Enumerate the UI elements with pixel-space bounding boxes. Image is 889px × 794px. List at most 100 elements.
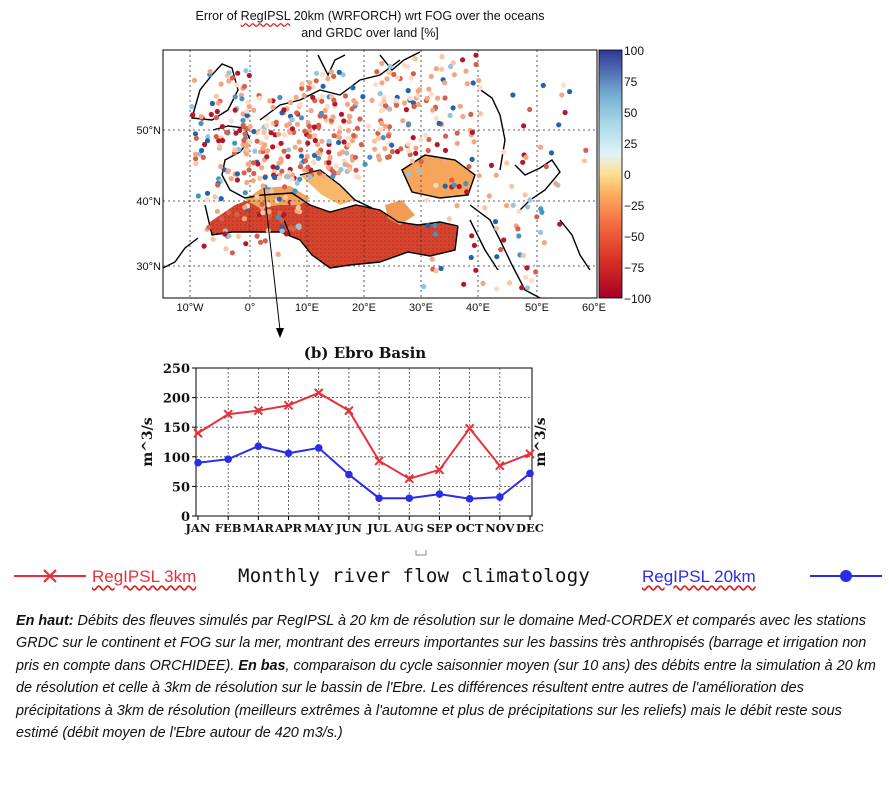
station-dot [295,204,301,211]
station-dot [286,121,292,127]
station-dot [562,109,568,116]
station-dot [409,158,415,164]
station-dot [433,268,439,274]
x-tick-label: SEP [427,521,453,535]
station-dot [225,169,231,175]
station-dot [468,111,474,117]
station-dot [226,209,232,216]
lon-tick: 40°E [466,302,490,314]
station-dot [271,174,278,180]
station-dot [259,201,265,207]
station-dot [214,108,220,115]
station-dot [411,103,417,110]
station-dot [310,94,316,100]
x-tick-label: FEB [215,521,242,535]
station-dot [418,137,424,143]
station-dot [516,208,522,214]
station-dot [252,148,258,154]
station-dot [204,190,211,196]
station-dot [406,148,412,154]
station-dot [250,178,256,184]
station-dot [241,137,247,144]
series-line [197,445,531,500]
station-dot [504,160,510,166]
station-dot [353,174,360,180]
station-dot [215,100,221,106]
station-dot [200,154,206,160]
station-dot [210,236,216,242]
station-dot [418,158,424,165]
station-dot [314,141,321,148]
ebro-chart: (b) Ebro Basin 0 50 100 150 200 250 JAN FEB MAR… [140,344,549,556]
station-dot [351,133,357,139]
station-dot [298,153,305,159]
y-axis: 0 50 100 150 200 250 [163,362,196,525]
station-dot [259,165,265,171]
station-dot [243,241,249,247]
colorbar-tick: −75 [624,261,645,275]
station-dot [289,126,296,132]
station-dot [254,138,260,144]
station-dot [306,85,312,91]
station-dot [473,52,479,58]
data-point-circle [526,469,534,478]
colorbar [598,49,623,299]
station-dot [265,202,271,208]
station-dot [243,68,249,74]
station-dot [346,119,352,125]
station-dot [246,167,252,173]
station-dot [281,107,287,113]
legend-label-3km: RegIPSL 3km [92,567,197,586]
station-dot [322,107,328,114]
station-dot [386,69,392,76]
station-dot [286,170,292,176]
station-dot [330,114,336,120]
station-dot [270,164,276,170]
lat-tick: 50°N [136,125,161,137]
station-dot [189,104,195,110]
station-dot [268,188,274,194]
station-dot [523,154,529,160]
station-dot [257,175,263,181]
station-dot [216,138,222,144]
station-dot [306,133,312,139]
station-dot [460,57,466,63]
station-dot [398,146,404,152]
station-dot [209,100,215,107]
station-dot [410,135,416,141]
station-dot [232,107,238,113]
station-dot [341,118,347,124]
station-dot [336,129,343,135]
lon-axis: 10°W 0° 10°E 20°E 30°E 40°E 50°E 60°E [176,302,606,314]
station-dot [567,89,573,95]
station-dot [326,160,332,166]
station-dot [292,188,298,194]
station-dot [241,170,247,176]
station-dot [240,122,246,129]
station-dot [433,66,439,72]
lon-tick: 50°E [525,302,549,314]
station-dot [245,99,251,105]
station-dot [443,133,449,139]
station-dot [384,76,390,82]
data-point-circle [465,495,474,503]
station-dot [240,117,246,123]
station-dot [251,128,257,135]
station-dot [415,93,421,99]
data-point-x [464,423,475,434]
data-point-circle [405,494,414,503]
station-dot [540,82,546,88]
chart-title: (b) Ebro Basin [304,344,426,362]
station-dot [223,246,229,252]
station-dot [250,160,256,166]
station-dot [457,103,463,109]
x-tick-label: JUN [335,521,362,535]
station-dot [234,211,240,218]
station-dot [311,133,317,139]
legend-graphics [14,569,882,583]
station-dot [447,112,453,119]
station-dot [376,135,382,141]
lat-axis: 50°N 40°N 30°N [136,125,161,273]
station-dot [295,223,301,229]
station-dot [473,61,479,68]
